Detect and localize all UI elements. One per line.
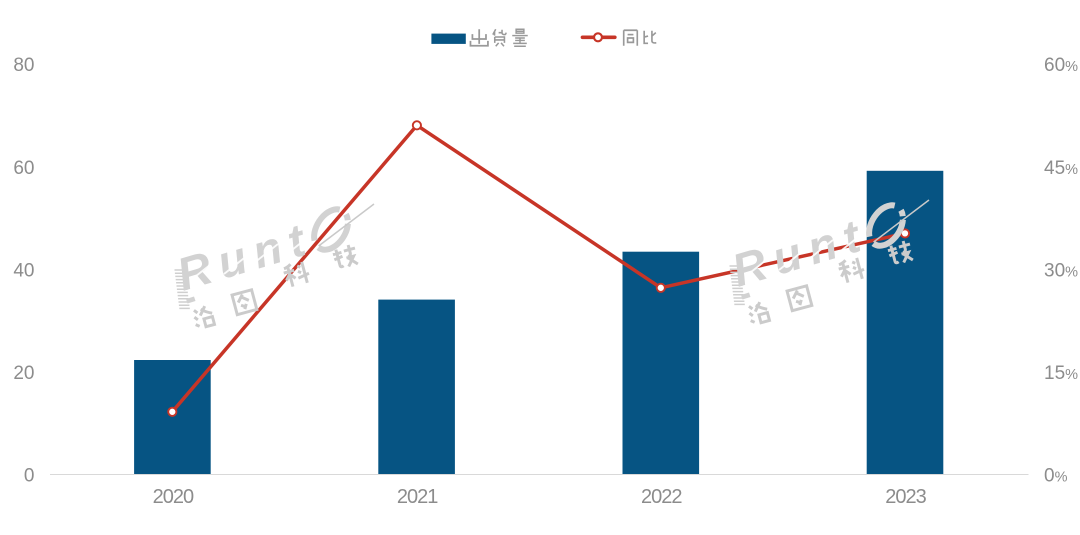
svg-text:0: 0 bbox=[24, 466, 35, 487]
svg-text:2021: 2021 bbox=[397, 486, 438, 508]
svg-text:40: 40 bbox=[13, 260, 34, 281]
svg-text:45%: 45% bbox=[1044, 158, 1078, 179]
svg-text:80: 80 bbox=[13, 55, 34, 76]
svg-text:60%: 60% bbox=[1044, 55, 1078, 76]
svg-text:60: 60 bbox=[13, 158, 34, 179]
svg-text:2022: 2022 bbox=[641, 486, 682, 508]
svg-text:20: 20 bbox=[13, 363, 34, 384]
svg-text:0%: 0% bbox=[1044, 466, 1068, 487]
svg-text:30%: 30% bbox=[1044, 260, 1078, 281]
svg-text:15%: 15% bbox=[1044, 363, 1078, 384]
svg-text:2023: 2023 bbox=[885, 486, 926, 508]
svg-text:2020: 2020 bbox=[153, 486, 194, 508]
